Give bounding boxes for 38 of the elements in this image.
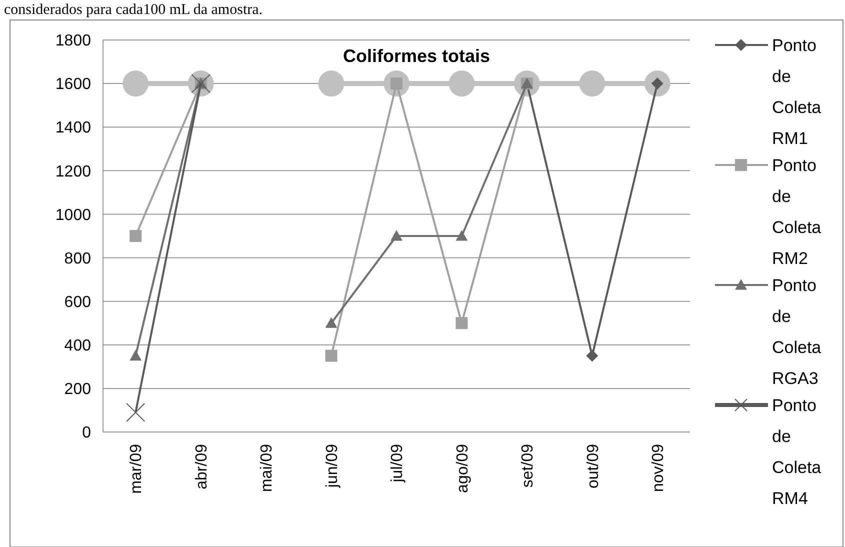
point — [130, 350, 142, 361]
point — [126, 402, 146, 422]
y-tick-label: 1800 — [55, 32, 92, 50]
y-tick-label: 1600 — [55, 76, 92, 94]
y-tick-label: 200 — [64, 381, 92, 398]
y-tick-label: 800 — [64, 250, 92, 268]
text: considerados para cada100 mL da amostra. — [4, 2, 263, 18]
legend-label: Ponto de Coleta RM2 — [772, 156, 822, 268]
x-tick-label: out/09 — [584, 444, 602, 488]
x-tick-label: nov/09 — [650, 444, 667, 492]
x-tick-label: jun/09 — [324, 444, 341, 489]
y-tick-label: 1200 — [55, 163, 92, 180]
legend-label: Ponto de Coleta RM4 — [772, 396, 822, 508]
x-tick-label: set/09 — [520, 444, 537, 488]
legend-label: Ponto de Coleta RM1 — [772, 36, 822, 148]
x-tick-label: ago/09 — [454, 444, 472, 493]
x-tick-label: mai/09 — [258, 444, 276, 492]
y-tick-label: 1400 — [55, 120, 92, 137]
point — [318, 70, 344, 97]
y-tick-label: 400 — [64, 337, 92, 354]
y-tick-label: 600 — [64, 294, 92, 311]
x-tick-label: jul/09 — [389, 444, 406, 484]
point — [586, 350, 598, 362]
point — [122, 70, 149, 97]
point — [448, 70, 475, 97]
chart-title: Coliformes totais — [342, 46, 490, 66]
y-tick-label: 1000 — [55, 206, 92, 224]
point — [325, 317, 338, 328]
x-tick-label: abr/09 — [193, 444, 210, 490]
point — [456, 317, 468, 330]
y-tick-label: 0 — [82, 424, 92, 442]
point — [390, 230, 402, 241]
point — [456, 230, 468, 241]
legend-label: Ponto de Coleta RGA3 — [772, 276, 822, 388]
point — [579, 70, 606, 97]
point — [325, 350, 338, 362]
x-tick-label: mar/09 — [128, 444, 146, 494]
point — [130, 230, 142, 242]
